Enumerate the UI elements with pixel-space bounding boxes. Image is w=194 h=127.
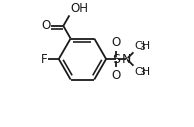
Text: 3: 3 [140, 43, 146, 52]
Text: O: O [41, 19, 51, 32]
Text: CH: CH [134, 41, 150, 51]
Text: O: O [112, 69, 121, 82]
Text: O: O [112, 36, 121, 49]
Text: CH: CH [134, 67, 150, 77]
Text: S: S [112, 53, 120, 66]
Text: N: N [122, 53, 131, 66]
Text: F: F [41, 53, 47, 66]
Text: 3: 3 [140, 68, 146, 77]
Text: OH: OH [70, 2, 88, 15]
